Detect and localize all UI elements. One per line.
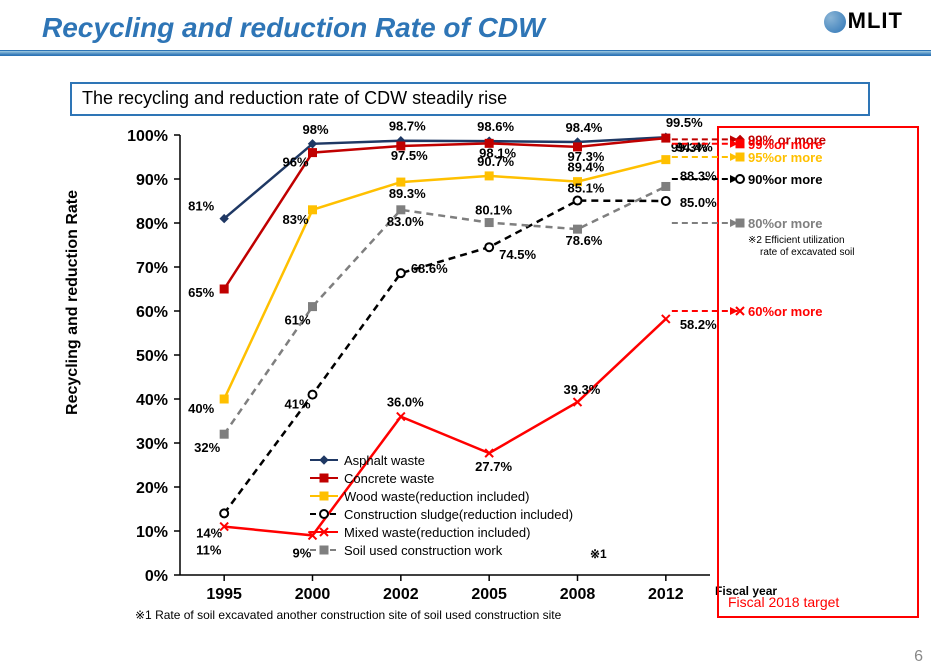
page-number: 6 [914,648,923,666]
target-label: 95%or more [748,150,822,165]
data-label: 41% [285,397,311,412]
y-tick-label: 20% [136,480,168,497]
data-label: 98.6% [477,119,514,134]
data-label: 78.6% [566,233,603,248]
data-label: 65% [188,285,214,300]
y-tick-label: 100% [127,128,168,145]
data-label: 98% [303,122,329,137]
data-label: 9% [293,545,312,560]
y-tick-label: 70% [136,260,168,277]
data-label: 97.5% [391,148,428,163]
data-label: 27.7% [475,459,512,474]
y-axis-title: Recycling and reduction Rate [64,190,82,415]
x-tick-label: 1995 [206,586,242,603]
target-label: 80%or more [748,216,822,231]
legend-label: Wood waste(reduction included) [344,489,529,504]
data-label: 80.1% [475,203,512,218]
data-label: 58.2% [680,317,717,332]
data-label: 14% [196,525,222,540]
x-tick-label: 2012 [648,586,684,603]
legend-label: Concrete waste [344,471,434,486]
target-box-label: Fiscal 2018 target [728,594,839,610]
data-label: 68.6% [411,261,448,276]
y-tick-label: 40% [136,392,168,409]
data-label: 36.0% [387,395,424,410]
data-label: 61% [285,313,311,328]
target-label: 90%or more [748,172,822,187]
target-note: rate of excavated soil [760,247,855,258]
data-label: 90.7% [477,154,514,169]
y-tick-label: 0% [145,568,168,585]
y-tick-label: 60% [136,304,168,321]
data-label: 98.7% [389,119,426,134]
legend-label: Soil used construction work [344,543,503,558]
x-tick-label: 2008 [560,586,596,603]
target-label: 60%or more [748,304,822,319]
y-tick-label: 50% [136,348,168,365]
data-label: 83% [283,212,309,227]
data-label: 96% [283,155,309,170]
data-label: 81% [188,199,214,214]
footnote-1: ※1 Rate of soil excavated another constr… [135,608,562,622]
data-label: 39.3% [564,382,601,397]
data-label: 89.3% [389,186,426,201]
y-tick-label: 80% [136,216,168,233]
x-tick-label: 2005 [471,586,507,603]
y-tick-label: 10% [136,524,168,541]
data-label: 85.1% [568,181,605,196]
y-tick-label: 90% [136,172,168,189]
data-label: 11% [196,543,222,558]
target-note: ※2 Efficient utilization [748,235,845,246]
data-label: 88.3% [680,168,717,183]
legend-footnote-marker: ※1 [590,547,607,561]
x-tick-label: 2000 [295,586,331,603]
legend-label: Mixed waste(reduction included) [344,525,530,540]
data-label: 85.0% [680,195,717,210]
x-tick-label: 2002 [383,586,419,603]
legend-label: Construction sludge(reduction included) [344,507,573,522]
data-label: 89.4% [568,160,605,175]
data-label: 98.4% [566,120,603,135]
target-box [718,127,918,617]
data-label: 94.4% [676,140,713,155]
recycling-rate-chart: 0% 10% 20% 30% 40% 50% 60% 70% 80% 90% 100% 1995 200… [0,0,931,670]
data-label: 99.5% [666,115,703,130]
data-label: 74.5% [499,247,536,262]
y-tick-label: 30% [136,436,168,453]
data-label: 32% [194,440,220,455]
legend-label: Asphalt waste [344,453,425,468]
data-label: 40% [188,401,214,416]
data-label: 83.0% [387,214,424,229]
